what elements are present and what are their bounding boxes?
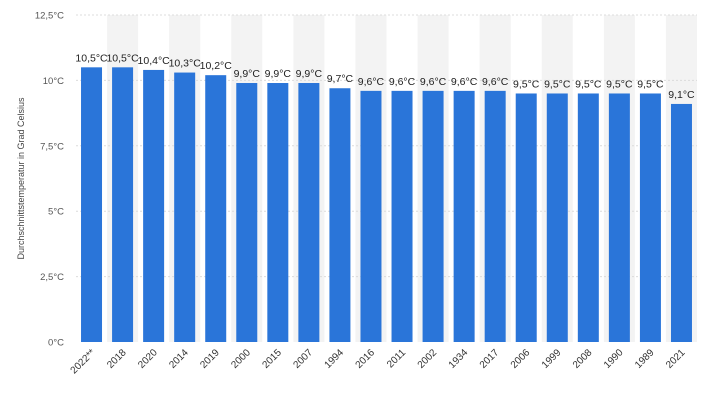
x-tick-label: 1999 <box>540 347 564 371</box>
x-axis-ticks: 2022** 2018 2020 2014 2019 2000 2015 2007 1994 20… <box>69 347 688 376</box>
bar <box>143 69 165 342</box>
x-tick-label: 2002 <box>416 347 440 371</box>
data-label: 9,1°C <box>668 89 695 101</box>
data-label: 9,6°C <box>482 76 509 88</box>
data-label: 10,2°C <box>200 60 233 72</box>
data-label: 9,5°C <box>575 78 602 90</box>
y-axis-ticks: 0°C 2,5°C 5°C 7,5°C 10°C 12,5°C <box>35 11 64 349</box>
x-tick-label: 2018 <box>105 347 129 371</box>
data-label: 9,7°C <box>327 73 354 85</box>
data-label: 9,9°C <box>234 68 261 80</box>
data-label: 9,5°C <box>606 78 633 90</box>
x-tick-label: 2008 <box>571 347 595 371</box>
bar <box>422 90 444 342</box>
y-tick-label: 0°C <box>48 338 64 349</box>
data-label: 10,4°C <box>138 55 171 67</box>
bar <box>515 93 537 342</box>
data-label: 9,6°C <box>358 76 385 88</box>
data-label: 9,6°C <box>389 76 416 88</box>
x-tick-label: 1989 <box>633 347 657 371</box>
x-tick-label: 2000 <box>229 347 253 371</box>
x-tick-label: 1990 <box>602 347 626 371</box>
data-label: 9,6°C <box>420 76 447 88</box>
x-tick-label: 2020 <box>136 347 160 371</box>
bar <box>639 93 661 342</box>
data-label: 10,3°C <box>169 58 202 70</box>
data-label: 9,5°C <box>637 78 664 90</box>
bar <box>81 67 103 342</box>
bar <box>484 90 506 342</box>
bar <box>391 90 413 342</box>
y-tick-label: 10°C <box>43 76 64 87</box>
bar <box>205 75 227 342</box>
data-label: 10,5°C <box>75 52 108 64</box>
x-tick-label: 1994 <box>323 347 347 371</box>
bar <box>236 83 258 343</box>
bar <box>112 67 134 342</box>
data-label: 9,5°C <box>513 78 540 90</box>
bar <box>298 83 320 343</box>
x-tick-label: 2021 <box>664 347 688 371</box>
bar <box>360 90 382 342</box>
bar <box>453 90 475 342</box>
y-tick-label: 5°C <box>48 207 64 218</box>
x-tick-label: 2015 <box>260 347 284 371</box>
y-tick-label: 2,5°C <box>40 272 64 283</box>
y-tick-label: 7,5°C <box>40 141 64 152</box>
data-labels: 10,5°C10,5°C10,4°C10,3°C10,2°C9,9°C 9,9°C… <box>75 52 695 101</box>
data-label: 9,6°C <box>451 76 478 88</box>
x-tick-label: 2011 <box>385 347 408 370</box>
bars <box>81 67 692 343</box>
bar <box>608 93 630 342</box>
data-label: 10,5°C <box>106 52 139 64</box>
x-tick-label: 2006 <box>509 347 533 371</box>
y-tick-label: 12,5°C <box>35 11 64 22</box>
data-label: 9,9°C <box>296 68 323 80</box>
x-tick-label: 2022** <box>69 347 98 376</box>
bar <box>329 88 351 342</box>
data-label: 9,5°C <box>544 78 571 90</box>
x-tick-label: 2007 <box>291 347 315 371</box>
data-label: 9,9°C <box>265 68 292 80</box>
x-tick-label: 2016 <box>354 347 378 371</box>
bar <box>174 72 196 342</box>
x-tick-label: 1934 <box>447 347 471 371</box>
y-axis-title: Durchschnittstemperatur in Grad Celsius <box>16 97 26 260</box>
bar <box>670 103 692 342</box>
x-tick-label: 2017 <box>478 347 502 371</box>
x-tick-label: 2019 <box>198 347 222 371</box>
bar <box>267 83 289 343</box>
bar <box>546 93 568 342</box>
x-tick-label: 2014 <box>167 347 191 371</box>
bar <box>577 93 599 342</box>
